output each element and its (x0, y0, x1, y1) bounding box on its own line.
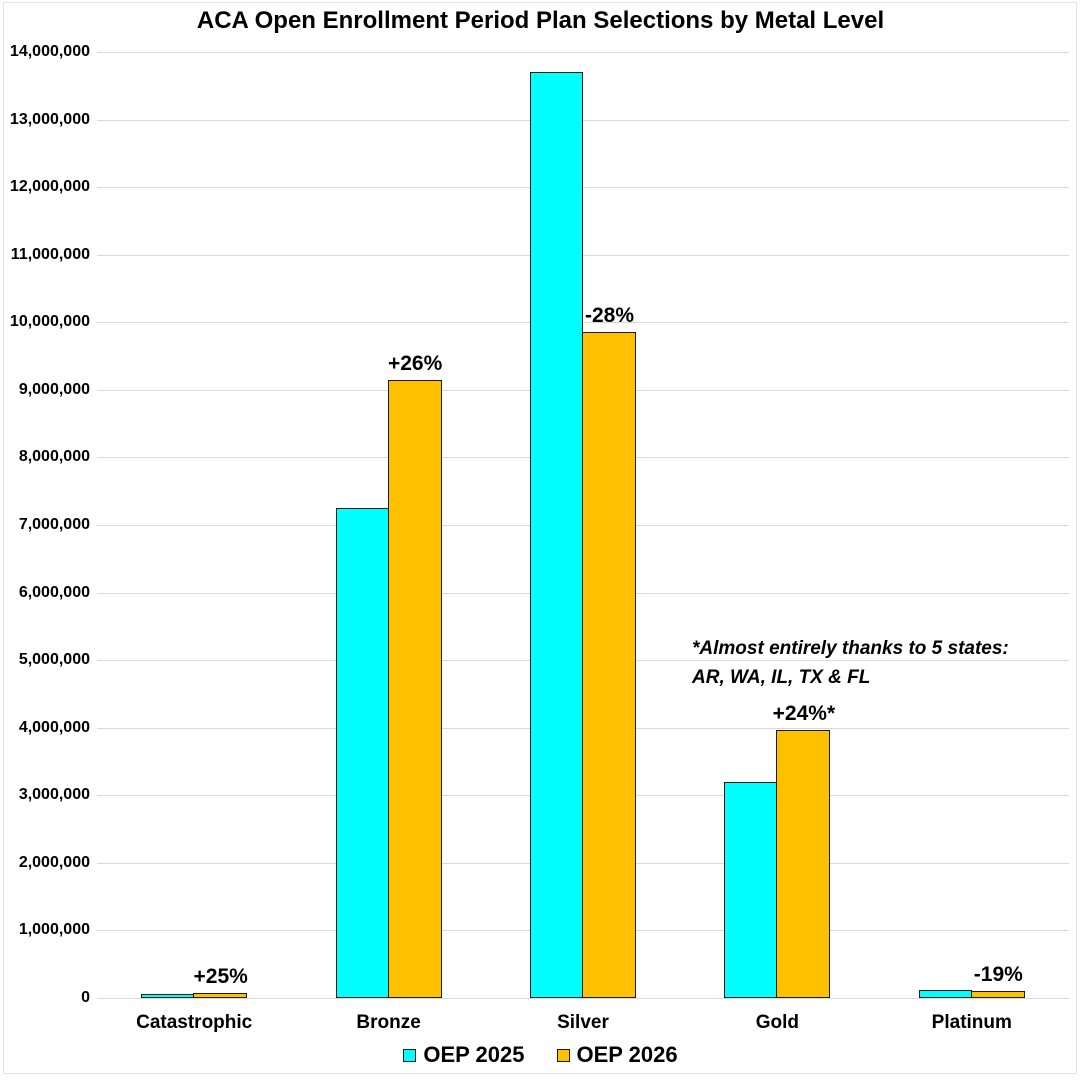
chart-title: ACA Open Enrollment Period Plan Selectio… (196, 7, 885, 34)
y-axis-tick-label: 13,000,000 (9, 110, 90, 128)
x-axis-label-platinum: Platinum (931, 1012, 1012, 1033)
y-axis-tick-label: 0 (81, 989, 90, 1006)
y-axis-tick-label: 10,000,000 (9, 313, 90, 331)
legend-label: OEP 2026 (576, 1042, 678, 1067)
footnote-annotation: *Almost entirely thanks to 5 states: AR,… (692, 634, 1009, 692)
pct-change-label-platinum: -19% (973, 963, 1023, 986)
y-axis-tick-label: 1,000,000 (18, 921, 90, 939)
bar-oep2025-platinum (918, 990, 972, 998)
bar-oep2026-silver (582, 332, 636, 998)
legend-swatch-icon (403, 1048, 417, 1062)
legend-item-oep-2025: OEP 2025 (403, 1042, 525, 1068)
bar-oep2025-silver (530, 72, 583, 998)
x-axis-label-silver: Silver (557, 1012, 609, 1033)
x-axis-label-gold: Gold (755, 1012, 800, 1033)
bar-group-silver (530, 52, 636, 998)
y-axis-tick-label: 3,000,000 (18, 786, 90, 804)
y-axis-tick-label: 8,000,000 (18, 448, 90, 466)
legend-swatch-icon (556, 1048, 570, 1062)
bar-oep2026-catastrophic (193, 993, 248, 998)
bar-oep2026-gold (776, 730, 831, 998)
bar-oep2026-bronze (387, 380, 442, 998)
footnote-line-1: *Almost entirely thanks to 5 states: (692, 638, 1009, 659)
y-axis-tick-label: 6,000,000 (18, 583, 90, 601)
bar-oep2025-bronze (335, 508, 389, 998)
pct-change-label-silver: -28% (584, 304, 635, 327)
plot-area: +25% +26% -28% +24%* -19% (97, 52, 1069, 999)
bar-oep2025-catastrophic (141, 994, 195, 998)
bar-oep2025-gold (724, 782, 778, 998)
y-axis-tick-label: 14,000,000 (9, 43, 90, 60)
gridline (97, 998, 1069, 999)
y-axis-tick-label: 4,000,000 (18, 718, 90, 736)
y-axis-tick-label: 9,000,000 (18, 380, 90, 398)
x-axis-label-bronze: Bronze (356, 1012, 421, 1033)
gridline (97, 52, 1069, 53)
bar-group-catastrophic (141, 52, 248, 998)
x-axis-label-catastrophic: Catastrophic (136, 1012, 253, 1033)
pct-change-label-bronze: +26% (387, 352, 443, 375)
y-axis-tick-label: 2,000,000 (18, 853, 90, 871)
footnote-line-2: AR, WA, IL, TX & FL (692, 667, 871, 688)
y-axis-tick-label: 12,000,000 (9, 178, 90, 196)
gridline (97, 322, 1069, 324)
bar-group-platinum (918, 52, 1025, 998)
pct-change-label-catastrophic: +25% (193, 965, 248, 988)
bar-oep2026-platinum (970, 991, 1025, 998)
gridline (97, 187, 1069, 189)
legend-item-oep-2026: OEP 2026 (556, 1042, 678, 1068)
gridline (97, 119, 1069, 121)
pct-change-label-gold: +24%* (772, 702, 836, 725)
legend-label: OEP 2025 (423, 1042, 525, 1067)
y-axis-tick-label: 7,000,000 (18, 516, 90, 533)
bar-group-gold (724, 52, 831, 998)
legend: OEP 2025 OEP 2026 (0, 1042, 1081, 1068)
y-axis-tick-label: 5,000,000 (18, 651, 90, 669)
gridline (97, 254, 1069, 256)
bar-group-bronze (335, 52, 442, 998)
y-axis-tick-label: 11,000,000 (10, 245, 90, 263)
